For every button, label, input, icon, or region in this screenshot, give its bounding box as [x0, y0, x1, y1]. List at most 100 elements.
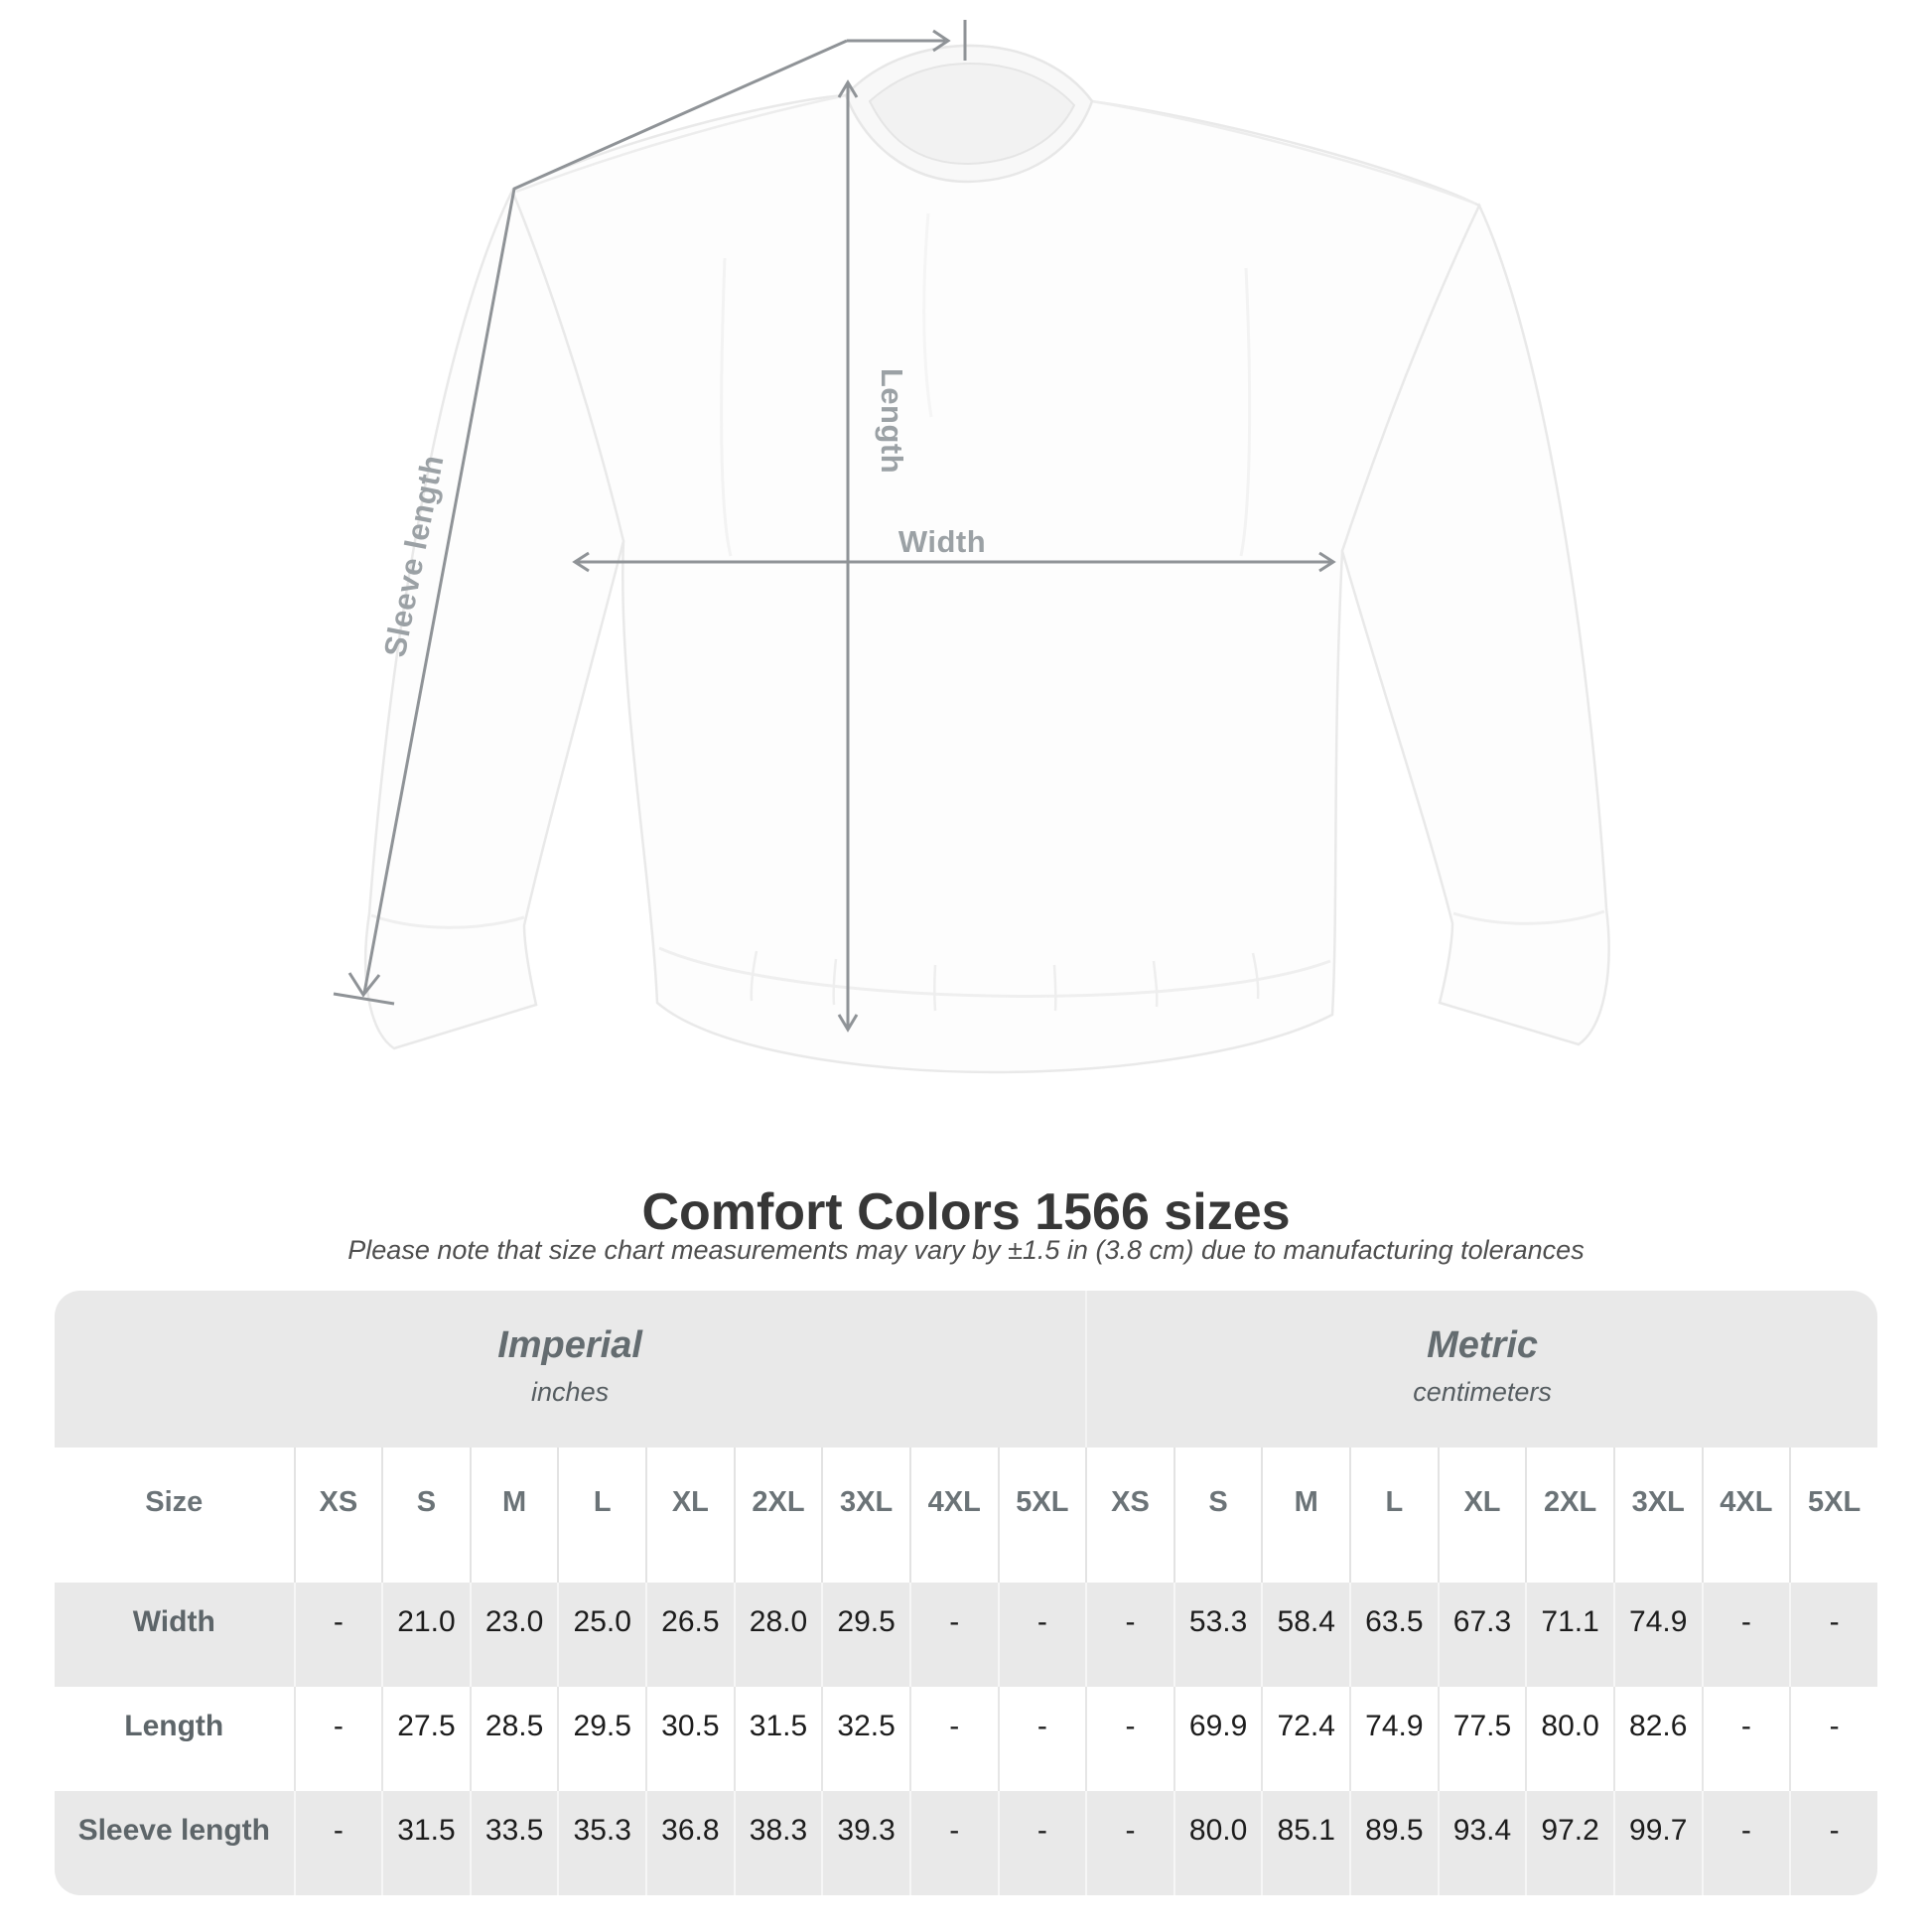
size-header-metric-5xl: 5XL [1789, 1448, 1877, 1583]
unit-band-row: Imperial inches Metric centimeters [55, 1291, 1877, 1448]
size-header-imperial-xl: XL [645, 1448, 734, 1583]
size-table: Imperial inches Metric centimeters Size … [55, 1291, 1877, 1895]
size-value-cell: 28.5 [469, 1687, 558, 1791]
size-value-cell: - [293, 1583, 382, 1687]
size-header-imperial-2xl: 2XL [733, 1448, 822, 1583]
size-value-cell: 93.4 [1437, 1791, 1526, 1895]
measurement-row-length: Length -27.5 28.5 29.5 30.5 31.5 32.5- - -69.9 72… [55, 1687, 1877, 1791]
imperial-heading: Imperial [497, 1323, 642, 1366]
size-value-cell: 29.5 [557, 1687, 646, 1791]
unit-group-metric: Metric centimeters [1085, 1291, 1877, 1448]
size-value-cell: 69.9 [1173, 1687, 1262, 1791]
size-value-cell: - [1701, 1583, 1790, 1687]
size-header-metric-2xl: 2XL [1525, 1448, 1613, 1583]
sleeve-start-arrow [847, 20, 967, 61]
size-header-metric-4xl: 4XL [1701, 1448, 1790, 1583]
size-value-cell: - [1085, 1791, 1173, 1895]
size-value-cell: 30.5 [645, 1687, 734, 1791]
width-line [572, 551, 1336, 573]
row-label: Sleeve length [55, 1791, 294, 1895]
size-value-cell: 74.9 [1349, 1687, 1438, 1791]
size-value-cell: 38.3 [733, 1791, 822, 1895]
size-value-cell: 67.3 [1437, 1583, 1526, 1687]
size-value-cell: 71.1 [1525, 1583, 1613, 1687]
size-value-cell: 85.1 [1261, 1791, 1350, 1895]
size-value-cell: 63.5 [1349, 1583, 1438, 1687]
size-value-cell: 82.6 [1612, 1687, 1702, 1791]
measurement-lines [333, 20, 1336, 1033]
size-value-cell: 27.5 [381, 1687, 470, 1791]
size-column-header: Size [55, 1448, 294, 1583]
row-label: Length [55, 1687, 294, 1791]
size-value-cell: - [997, 1791, 1086, 1895]
size-value-cell: 35.3 [557, 1791, 646, 1895]
size-value-cell: 31.5 [733, 1687, 822, 1791]
size-value-cell: 33.5 [469, 1791, 558, 1895]
metric-heading: Metric [1427, 1323, 1539, 1366]
sweatshirt-measurement-diagram: Length Width Sleeve length [333, 20, 1610, 1074]
length-label: Length [875, 368, 909, 474]
size-value-cell: 28.0 [733, 1583, 822, 1687]
size-value-cell: - [908, 1791, 998, 1895]
size-header-imperial-3xl: 3XL [821, 1448, 909, 1583]
metric-unit: centimeters [1413, 1377, 1552, 1408]
size-value-cell: - [908, 1583, 998, 1687]
size-value-cell: - [1085, 1687, 1173, 1791]
size-value-cell: 58.4 [1261, 1583, 1350, 1687]
size-value-cell: - [1789, 1791, 1877, 1895]
size-header-metric-xs: XS [1085, 1448, 1173, 1583]
size-value-cell: 23.0 [469, 1583, 558, 1687]
size-table-grid: Imperial inches Metric centimeters Size … [55, 1291, 1877, 1895]
size-value-cell: 31.5 [381, 1791, 470, 1895]
size-value-cell: 36.8 [645, 1791, 734, 1895]
size-value-cell: 80.0 [1525, 1687, 1613, 1791]
sleeve-length-line [333, 39, 848, 1006]
size-value-cell: - [908, 1687, 998, 1791]
size-value-cell: - [293, 1687, 382, 1791]
measurement-row-width: Width -21.0 23.0 25.0 26.5 28.0 29.5- - -53.3 58.… [55, 1583, 1877, 1687]
length-line [837, 79, 859, 1033]
size-value-cell: 74.9 [1612, 1583, 1702, 1687]
page-title: Comfort Colors 1566 sizes [641, 1182, 1291, 1241]
size-value-cell: - [1789, 1687, 1877, 1791]
size-value-cell: 89.5 [1349, 1791, 1438, 1895]
size-value-cell: 32.5 [821, 1687, 909, 1791]
size-value-cell: 26.5 [645, 1583, 734, 1687]
size-header-imperial-5xl: 5XL [997, 1448, 1086, 1583]
size-header-imperial-4xl: 4XL [908, 1448, 998, 1583]
size-value-cell: 80.0 [1173, 1791, 1262, 1895]
size-value-cell: - [1701, 1791, 1790, 1895]
size-value-cell: 53.3 [1173, 1583, 1262, 1687]
size-value-cell: 21.0 [381, 1583, 470, 1687]
size-header-imperial-xs: XS [293, 1448, 382, 1583]
size-value-cell: - [1701, 1687, 1790, 1791]
size-header-row: Size XS S M L XL 2XL 3XL 4XL 5XL XS S M L XL 2XL 3XL 4XL… [55, 1448, 1877, 1583]
size-value-cell: 99.7 [1612, 1791, 1702, 1895]
imperial-unit: inches [531, 1377, 610, 1408]
size-value-cell: 29.5 [821, 1583, 909, 1687]
size-value-cell: - [1085, 1583, 1173, 1687]
size-header-imperial-l: L [557, 1448, 646, 1583]
size-value-cell: 97.2 [1525, 1791, 1613, 1895]
size-value-cell: - [997, 1687, 1086, 1791]
tolerance-note: Please note that size chart measurements… [347, 1235, 1585, 1265]
size-value-cell: 39.3 [821, 1791, 909, 1895]
size-header-imperial-m: M [469, 1448, 558, 1583]
size-header-metric-3xl: 3XL [1612, 1448, 1702, 1583]
size-header-metric-m: M [1261, 1448, 1350, 1583]
sweatshirt-graphic [363, 44, 1610, 1074]
size-value-cell: - [997, 1583, 1086, 1687]
size-value-cell: - [293, 1791, 382, 1895]
size-value-cell: 25.0 [557, 1583, 646, 1687]
size-header-imperial-s: S [381, 1448, 470, 1583]
size-value-cell: - [1789, 1583, 1877, 1687]
width-label: Width [898, 524, 986, 559]
unit-group-imperial: Imperial inches [55, 1291, 1086, 1448]
size-value-cell: 72.4 [1261, 1687, 1350, 1791]
size-value-cell: 77.5 [1437, 1687, 1526, 1791]
row-label: Width [55, 1583, 294, 1687]
size-header-metric-l: L [1349, 1448, 1438, 1583]
size-header-metric-s: S [1173, 1448, 1262, 1583]
measurement-row-sleeve-length: Sleeve length -31.5 33.5 35.3 36.8 38.3 39.3- -… [55, 1791, 1877, 1895]
